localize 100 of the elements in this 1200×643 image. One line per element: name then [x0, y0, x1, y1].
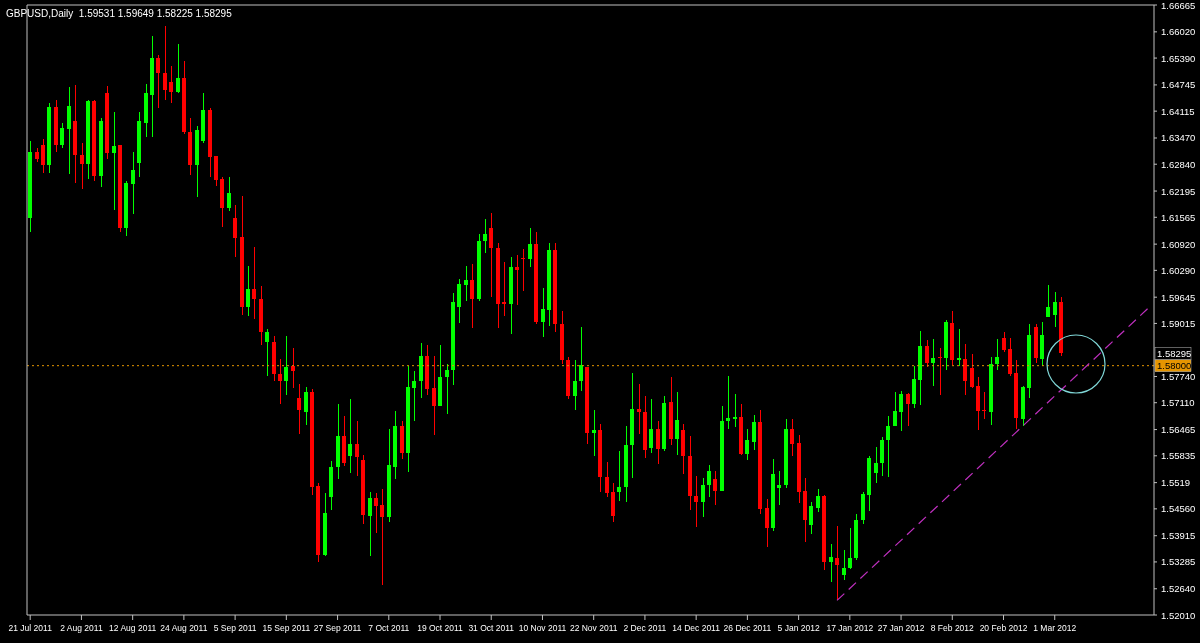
x-tick-label: 2 Dec 2011: [623, 623, 667, 633]
candlestick: [66, 86, 71, 175]
candlestick: [835, 525, 840, 601]
candlestick: [412, 371, 417, 422]
y-tick-label: 1.54560: [1161, 503, 1196, 515]
candlestick: [847, 527, 852, 570]
y-tick-label: 1.64745: [1161, 79, 1196, 91]
candlestick: [226, 176, 231, 212]
y-tick-label: 1.53915: [1161, 530, 1196, 542]
x-tick-label: 10 Nov 2011: [518, 623, 567, 633]
ref-line-label: 1.58000: [1157, 360, 1192, 372]
candlestick: [604, 461, 609, 498]
candlestick: [265, 328, 270, 377]
candlestick: [297, 383, 302, 435]
y-tick-label: 1.66665: [1161, 0, 1196, 11]
candlestick: [905, 392, 910, 427]
candlestick: [995, 338, 1000, 371]
y-tick-label: 1.61565: [1161, 211, 1196, 223]
candlestick: [937, 347, 942, 396]
candlestick: [578, 326, 583, 392]
candlestick: [354, 420, 359, 477]
candlestick: [1052, 291, 1057, 328]
y-tick-label: 1.56465: [1161, 424, 1196, 436]
x-tick-label: 27 Sep 2011: [313, 623, 362, 633]
x-tick-label: 20 Feb 2012: [979, 623, 1028, 633]
candlestick: [431, 355, 436, 436]
y-tick-label: 1.65390: [1161, 52, 1196, 64]
y-tick-label: 1.64115: [1161, 105, 1195, 117]
y-tick-label: 1.63470: [1161, 132, 1196, 144]
y-tick-label: 1.62195: [1161, 185, 1196, 197]
candlestick: [732, 393, 737, 428]
candlestick: [745, 428, 750, 461]
candlestick: [502, 261, 507, 317]
x-tick-label: 14 Dec 2011: [672, 623, 721, 633]
candlestick: [1046, 284, 1051, 318]
candlestick: [367, 491, 372, 557]
candlestick: [726, 375, 731, 430]
candlestick: [540, 287, 545, 338]
y-tick-label: 1.59015: [1161, 317, 1196, 329]
candlestick: [111, 111, 116, 211]
y-tick-label: 1.60920: [1161, 238, 1196, 250]
candlestick: [252, 246, 257, 320]
annotation: 1.58295: [1157, 347, 1192, 359]
candlestick: [931, 338, 936, 387]
x-tick-label: 21 Jul 2011: [8, 623, 53, 633]
x-tick-label: 5 Jan 2012: [777, 623, 820, 633]
candlestick: [156, 54, 161, 109]
candlestick: [290, 347, 295, 389]
candlestick: [130, 151, 135, 215]
candlestick: [649, 398, 654, 454]
x-tick-label: 26 Dec 2011: [723, 623, 772, 633]
candlestick: [956, 328, 961, 367]
candlestick: [924, 339, 929, 368]
candlestick: [514, 254, 519, 306]
candlestick: [809, 501, 814, 535]
candlestick: [694, 475, 699, 528]
candlestick: [470, 263, 475, 329]
x-tick-label: 1 Mar 2012: [1033, 623, 1077, 633]
x-tick-label: 24 Aug 2011: [160, 623, 208, 633]
candlestick: [246, 265, 250, 317]
candlestick: [751, 414, 756, 451]
x-tick-label: 19 Oct 2011: [417, 623, 464, 633]
candlestick: [963, 343, 968, 396]
candlestick: [572, 359, 577, 411]
candlestick: [41, 138, 46, 174]
candlestick: [828, 543, 833, 583]
chart-title: GBPUSD,Daily: [6, 8, 74, 19]
y-tick-label: 1.52640: [1161, 583, 1196, 595]
candlestick: [380, 488, 385, 586]
x-tick-label: 2 Aug 2011: [60, 623, 103, 633]
candlestick: [463, 265, 468, 302]
candlestick: [790, 418, 795, 457]
candlestick: [879, 436, 884, 477]
candlestick: [284, 335, 289, 396]
y-tick-label: 1.60290: [1161, 264, 1196, 276]
candlestick: [169, 65, 174, 104]
candlestick: [655, 420, 660, 465]
candlestick: [764, 498, 769, 548]
x-tick-label: 22 Nov 2011: [569, 623, 618, 633]
y-tick-label: 1.62840: [1161, 158, 1196, 170]
candlestick: [892, 391, 897, 427]
y-tick-label: 1.52010: [1161, 609, 1196, 621]
candlestick: [713, 470, 718, 506]
x-tick-label: 17 Jan 2012: [826, 623, 874, 633]
candlestick: [444, 363, 449, 415]
candlestick: [636, 383, 641, 435]
candlestick: [527, 227, 532, 268]
y-tick-label: 1.53285: [1161, 556, 1196, 568]
candlestick: [489, 212, 494, 298]
candlestick: [815, 488, 820, 513]
y-tick-label: 1.5519: [1161, 477, 1191, 489]
y-tick-label: 1.59645: [1161, 291, 1196, 303]
candlestick: [873, 446, 878, 484]
candlestick: [213, 155, 218, 187]
candlestick: [457, 278, 462, 324]
candlestick: [707, 464, 712, 498]
x-tick-label: 27 Jan 2012: [877, 623, 925, 633]
y-tick-label: 1.66020: [1161, 26, 1196, 38]
candlestick: [175, 43, 180, 94]
x-tick-label: 15 Sep 2011: [262, 623, 311, 633]
